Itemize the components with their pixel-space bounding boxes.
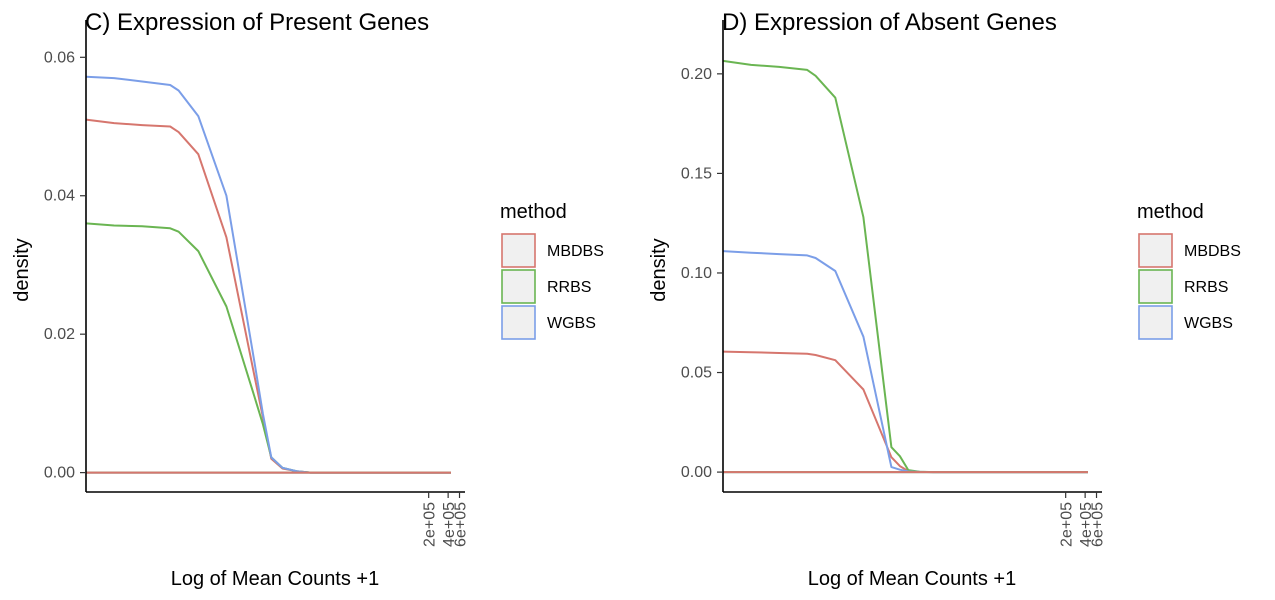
series-line-rrbs — [85, 222, 451, 474]
series-line-wgbs — [85, 75, 451, 474]
y-axis-title: density — [11, 238, 33, 301]
y-axis-title: density — [648, 238, 670, 301]
series-line-mbdbs — [85, 118, 451, 474]
x-tick-label: 4e+05 — [1078, 502, 1095, 547]
legend-label-mbdbs: MBDBS — [547, 243, 604, 260]
x-axis-title: Log of Mean Counts +1 — [808, 568, 1016, 590]
series-line-rrbs — [722, 59, 1088, 474]
chart-title: C) Expression of Present Genes — [85, 9, 429, 36]
x-tick-label: 6e+05 — [453, 502, 470, 547]
panel-present-genes: C) Expression of Present Genes density L… — [11, 9, 604, 590]
legend-label-wgbs: WGBS — [1184, 315, 1233, 332]
y-tick-label: 0.00 — [44, 465, 75, 482]
series-line-mbdbs — [722, 350, 1088, 474]
legend-key-wgbs — [1138, 305, 1173, 340]
x-tick-label: 2e+05 — [1059, 502, 1076, 547]
legend-key-mbdbs — [1138, 233, 1173, 268]
legend-title: method — [1137, 201, 1204, 223]
chart-title: D) Expression of Absent Genes — [722, 9, 1057, 36]
legend-key-wgbs — [501, 305, 536, 340]
x-tick-label: 2e+05 — [422, 502, 439, 547]
series-line-wgbs — [722, 250, 1088, 474]
y-tick-label: 0.15 — [681, 165, 712, 182]
x-axis-title: Log of Mean Counts +1 — [171, 568, 379, 590]
x-tick-label: 6e+05 — [1090, 502, 1107, 547]
legend-title: method — [500, 201, 567, 223]
legend-label-rrbs: RRBS — [547, 279, 591, 296]
y-tick-label: 0.10 — [681, 265, 712, 282]
panel-absent-genes: D) Expression of Absent Genes density Lo… — [648, 9, 1241, 590]
legend-label-mbdbs: MBDBS — [1184, 243, 1241, 260]
legend: method MBDBS RRBS WGBS — [500, 201, 604, 340]
legend: method MBDBS RRBS WGBS — [1137, 201, 1241, 340]
y-tick-label: 0.20 — [681, 66, 712, 83]
legend-label-rrbs: RRBS — [1184, 279, 1228, 296]
y-tick-label: 0.05 — [681, 365, 712, 382]
x-tick-label: 4e+05 — [441, 502, 458, 547]
legend-key-rrbs — [1138, 269, 1173, 304]
legend-label-wgbs: WGBS — [547, 315, 596, 332]
y-tick-label: 0.04 — [44, 188, 75, 205]
y-tick-label: 0.00 — [681, 464, 712, 481]
y-tick-label: 0.02 — [44, 326, 75, 343]
legend-key-mbdbs — [501, 233, 536, 268]
y-tick-label: 0.06 — [44, 49, 75, 66]
legend-key-rrbs — [501, 269, 536, 304]
